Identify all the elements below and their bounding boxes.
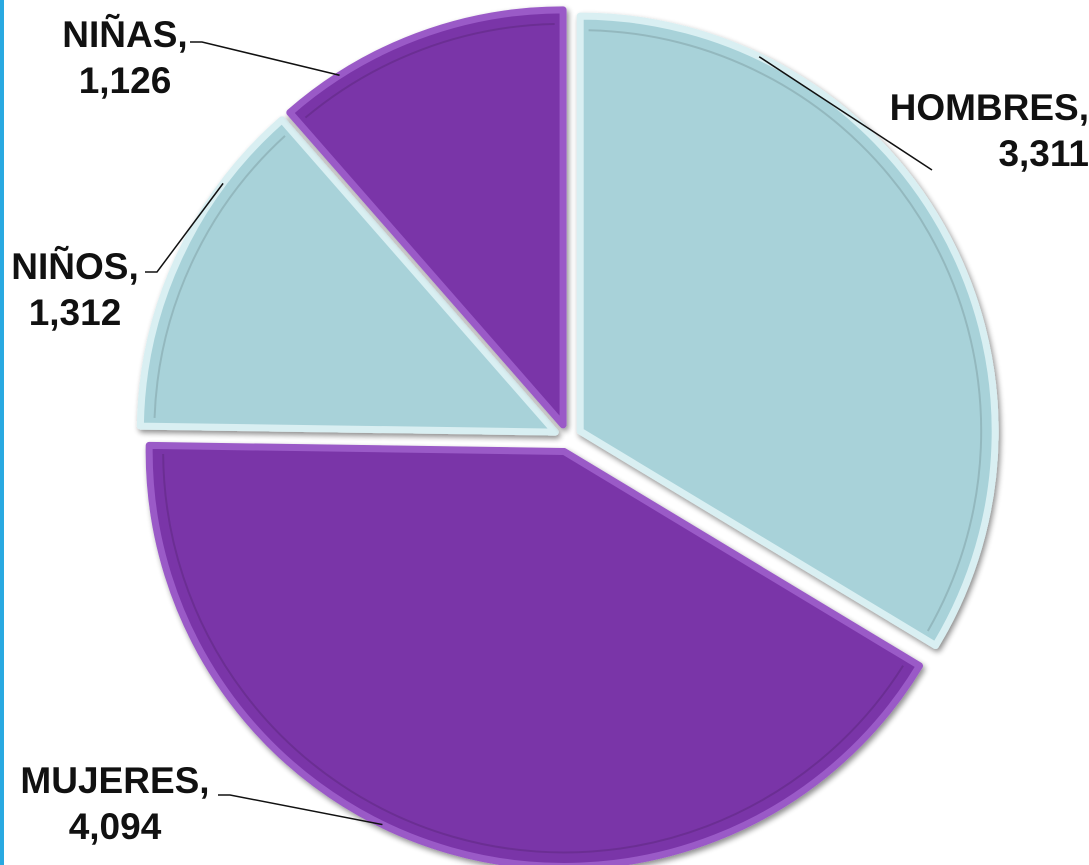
pie-slice-bevel-ninas: [304, 22, 555, 119]
slice-label-ninos: NIÑOS, 1,312: [0, 244, 150, 336]
pie-slice-bevel-mujeres: [162, 454, 904, 854]
slice-label-ninos-value: 1,312: [28, 292, 122, 333]
pie-slice-ninos: [136, 116, 559, 436]
pie-slice-bevel-hombres: [588, 29, 983, 632]
leader-lines: [145, 41, 933, 826]
slice-label-hombres: HOMBRES, 3,311: [849, 85, 1089, 177]
slice-label-ninas-value: 1,126: [78, 60, 172, 101]
slice-label-ninas-category: NIÑAS,: [62, 14, 188, 55]
pie-slices: [136, 6, 999, 865]
slice-label-mujeres-category: MUJERES,: [20, 760, 210, 801]
slice-label-hombres-category: HOMBRES,: [889, 87, 1089, 128]
slice-label-ninos-category: NIÑOS,: [11, 246, 139, 287]
pie-slice-mujeres: [145, 441, 924, 865]
left-accent-bar: [0, 0, 4, 865]
leader-line-ninos: [145, 182, 224, 273]
slice-label-ninas: NIÑAS, 1,126: [50, 12, 200, 104]
slice-label-hombres-value: 3,311: [998, 133, 1089, 174]
slice-label-mujeres-value: 4,094: [68, 806, 162, 847]
pie-slice-bevel-ninos: [153, 135, 286, 418]
leader-line-mujeres: [218, 794, 383, 826]
pie-slice-hombres: [576, 12, 999, 649]
leader-line-hombres: [758, 56, 933, 171]
leader-line-ninas: [190, 41, 340, 76]
pie-slice-ninas: [286, 6, 567, 429]
slice-label-mujeres: MUJERES, 4,094: [10, 758, 220, 850]
